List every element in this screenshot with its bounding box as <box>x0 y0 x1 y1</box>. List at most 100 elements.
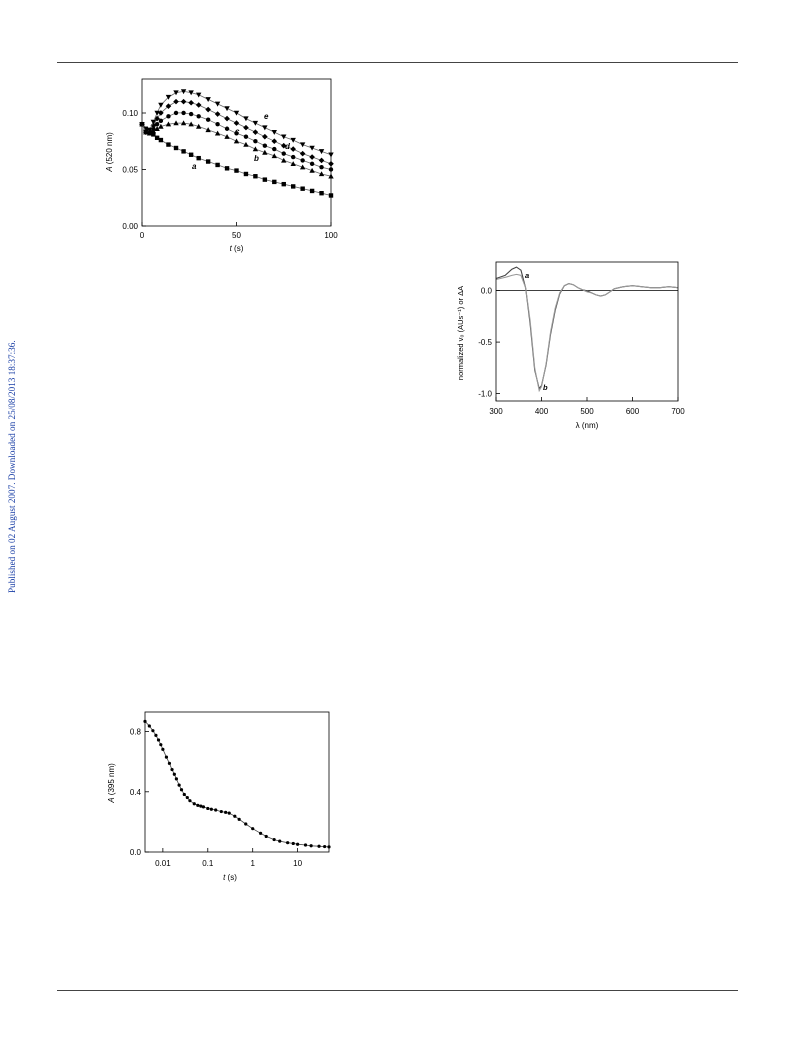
curve-label-c: c <box>235 127 240 136</box>
x-tick-label: 0.01 <box>155 859 171 868</box>
data-point <box>205 117 211 122</box>
x-tick-label: 500 <box>580 407 594 416</box>
data-point <box>259 831 263 835</box>
data-point <box>196 114 201 119</box>
data-point <box>164 755 169 759</box>
data-point <box>167 761 172 765</box>
y-ticks: 0.0 -0.5 -1.0 <box>478 287 500 399</box>
curve-label-b: b <box>254 154 259 163</box>
data-point <box>309 167 315 173</box>
data-point <box>319 165 324 170</box>
figure-spectra: 300 400 500 600 700 0.0 -0.5 -1.0 λ (nm)… <box>450 255 690 445</box>
data-point <box>215 162 220 168</box>
data-point <box>196 155 201 161</box>
data-point <box>151 729 155 733</box>
data-point <box>177 783 181 787</box>
x-tick-label: 400 <box>535 407 549 416</box>
plot-frame <box>144 711 330 853</box>
data-point <box>252 146 259 152</box>
data-point <box>271 153 277 159</box>
data-point <box>271 138 278 144</box>
data-point <box>243 171 249 177</box>
series-group <box>495 266 679 393</box>
data-point <box>214 130 221 136</box>
data-point <box>262 125 268 131</box>
x-tick-label: 50 <box>232 231 241 240</box>
data-point <box>309 188 315 194</box>
y-tick-label: 0.00 <box>122 222 138 231</box>
data-point <box>199 804 203 808</box>
data-point <box>237 817 241 821</box>
x-axis-label: t (s) <box>230 244 244 253</box>
data-point <box>290 146 296 152</box>
x-axis-label: t (s) <box>223 873 237 882</box>
data-point <box>146 127 153 133</box>
curve-label-d: d <box>285 142 291 151</box>
data-point <box>252 129 259 135</box>
data-point <box>158 137 164 143</box>
data-point <box>300 186 305 191</box>
data-point <box>158 102 164 108</box>
header-rule <box>57 62 738 63</box>
data-point <box>179 788 184 792</box>
data-point <box>188 152 194 157</box>
data-point <box>206 806 210 811</box>
data-point <box>173 90 179 96</box>
data-point <box>291 184 296 189</box>
data-point <box>309 145 315 151</box>
data-point <box>205 106 211 113</box>
data-point <box>272 837 276 842</box>
figure-kinetics-395nm: 0.01 0.1 1 10 0.0 0.4 0.8 t (s) A (395 n… <box>100 705 340 890</box>
data-point <box>243 141 249 147</box>
data-point <box>154 733 158 737</box>
series-line-a <box>495 266 679 390</box>
x-ticks: 0.01 0.1 1 10 <box>155 848 303 868</box>
series-group <box>143 719 331 849</box>
data-point <box>158 110 164 116</box>
data-point <box>252 120 259 126</box>
data-point <box>196 123 202 129</box>
data-point <box>166 114 171 119</box>
x-tick-label: 0.1 <box>202 859 214 868</box>
data-point <box>173 110 179 116</box>
data-point <box>319 191 324 196</box>
y-axis-label: A (395 nm) <box>107 763 116 804</box>
data-point <box>224 106 230 112</box>
data-point <box>181 149 186 154</box>
data-point <box>172 772 176 776</box>
data-point <box>224 115 230 122</box>
data-point <box>181 110 186 116</box>
data-point <box>243 116 249 122</box>
figure-kinetics-520nm: 0 50 100 0.00 0.05 0.10 t (s) A (520 nm)… <box>100 70 345 265</box>
data-point <box>156 738 161 742</box>
data-point <box>201 805 206 809</box>
data-point <box>227 811 231 815</box>
data-point <box>188 99 194 106</box>
data-point <box>243 124 249 131</box>
data-point <box>262 177 268 182</box>
data-point <box>214 808 218 812</box>
x-tick-label: 10 <box>293 859 302 868</box>
data-point <box>214 101 221 107</box>
data-point <box>323 844 327 849</box>
data-point <box>296 842 300 846</box>
publication-note[interactable]: Published on 02 August 2007. Downloaded … <box>7 340 17 593</box>
data-point <box>158 118 164 124</box>
data-point <box>180 98 187 105</box>
data-point <box>264 834 268 839</box>
data-point <box>165 121 172 127</box>
y-tick-label: 0.10 <box>122 109 138 118</box>
data-point <box>278 839 282 843</box>
data-point <box>215 122 220 127</box>
x-tick-label: 0 <box>140 231 145 240</box>
y-axis-label: normalized v₀ (AUs⁻¹) or ΔA <box>456 286 465 380</box>
data-point <box>224 126 230 131</box>
data-point <box>147 724 151 728</box>
y-tick-label: 0.8 <box>130 728 142 737</box>
data-point <box>281 151 286 156</box>
data-point <box>271 129 277 135</box>
data-point <box>303 843 308 847</box>
data-point <box>192 802 196 806</box>
data-point <box>158 123 164 129</box>
data-point <box>205 159 211 164</box>
